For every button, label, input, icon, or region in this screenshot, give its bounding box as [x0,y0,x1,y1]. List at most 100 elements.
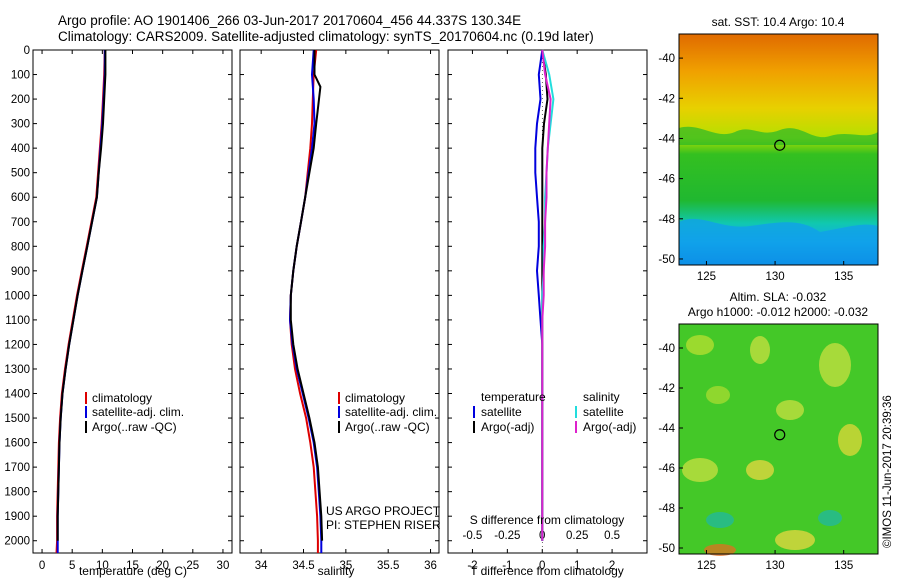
lon-tick-label: 135 [834,271,853,283]
legend-salinity-title: salinity [583,390,620,404]
temperature-legend: climatology satellite-adj. clim. Argo(..… [85,391,184,434]
lon-tick-label: 130 [765,271,784,283]
lat-tick-label: -44 [658,423,675,435]
lon-tick-label: 125 [697,560,716,572]
imos-credit: ©IMOS 11-Jun-2017 20:39:36 [882,395,894,548]
sst-map-panel: sat. SST: 10.4 Argo: 10.4 -40 -42 -44 -46 -4… [658,15,879,283]
argo-location-marker [774,139,786,151]
depth-tick-label: 1900 [4,511,30,523]
temperature-panel: 0100200300400500600700800900100011001200… [4,45,233,578]
lat-tick-label: -40 [658,343,675,355]
depth-tick-label: 1000 [4,290,30,302]
x2-tick-label: 0.25 [566,530,588,542]
depth-tick-label: 1100 [5,315,30,327]
x-tick-label: 35.5 [377,560,399,572]
x-tick-label: 30 [217,560,230,572]
legend-label-sal-satellite: satellite [583,405,624,419]
argo-location-marker [774,429,786,441]
depth-tick-label: 900 [11,266,30,278]
lat-tick-label: -40 [658,53,675,65]
x-tick-label: 15 [126,560,139,572]
sst-cold-patch [679,218,878,265]
legend-label-temp-satellite: satellite [481,405,522,419]
depth-tick-label: 700 [11,217,30,229]
salinity-panel: 34 34.5 35 35.5 36 salinity climatology sate… [239,49,441,578]
project-note-line-1: US ARGO PROJECT [326,504,441,518]
temperature-plot-frame [32,49,233,554]
x2-tick-label: -0.25 [494,530,520,542]
depth-tick-label: 1200 [4,339,30,351]
x-tick-label: 35 [339,560,352,572]
sst-title: sat. SST: 10.4 Argo: 10.4 [712,15,845,29]
salinity-plot-frame [239,49,440,554]
lat-tick-label: -50 [658,543,675,555]
depth-tick-label: 1500 [4,413,30,425]
difference-panel: -2 -1 0 1 2-0.5 -0.25 0 0.25 0.5 T difference fr… [447,49,648,578]
temperature-xlabel: temperature (deg C) [79,564,187,578]
depth-tick-label: 800 [11,241,30,253]
sla-title-2: Argo h1000: -0.012 h2000: -0.032 [688,305,868,319]
depth-tick-label: 600 [11,192,30,204]
x-tick-label: 10 [96,560,109,572]
lat-tick-label: -46 [658,174,675,186]
legend-label-argo: Argo(..raw -QC) [92,420,177,434]
x2-tick-label: -0.5 [463,530,483,542]
legend-label-temp-argo: Argo(-adj) [481,420,534,434]
legend-label-satellite-adj: satellite-adj. clim. [92,405,184,419]
difference-x2label: S difference from climatology [470,513,625,527]
x-tick-label: 1 [574,560,580,572]
difference-legend: temperature salinity satellite Argo(-adj… [473,390,636,434]
x-tick-label: 34.5 [292,560,314,572]
salinity-legend: climatology satellite-adj. clim. Argo(..… [338,391,437,434]
lat-tick-label: -42 [658,93,675,105]
lat-tick-label: -44 [658,133,675,145]
x2-tick-label: 0.5 [604,530,620,542]
x-tick-label: -2 [467,560,477,572]
depth-tick-label: 300 [11,119,30,131]
depth-tick-label: 400 [11,143,30,155]
lon-tick-label: 125 [697,271,716,283]
depth-tick-label: 1800 [4,487,30,499]
x-tick-label: 25 [186,560,199,572]
depth-tick-label: 1600 [4,438,30,450]
difference-xlabel: T difference from climatology [470,564,624,578]
lat-tick-label: -50 [658,254,675,266]
depth-tick-label: 1400 [4,389,30,401]
lat-tick-label: -48 [658,214,675,226]
project-note-line-2: PI: STEPHEN RISER [326,518,441,532]
depth-tick-label: 200 [11,94,30,106]
legend-label-satellite-adj: satellite-adj. clim. [345,405,437,419]
sst-front-patch [679,126,878,145]
depth-tick-label: 0 [24,45,30,57]
sla-frame [678,323,879,555]
x-tick-label: 0 [39,560,45,572]
x-tick-label: 2 [609,560,615,572]
depth-tick-label: 100 [11,70,30,82]
depth-tick-label: 2000 [4,536,30,548]
header-line-2: Climatology: CARS2009. Satellite-adjuste… [58,29,594,44]
salinity-xlabel: salinity [318,564,355,578]
legend-label-argo: Argo(..raw -QC) [345,420,430,434]
depth-tick-label: 1300 [4,364,30,376]
series-line-argo-raw-qc- [289,50,324,541]
header-line-1: Argo profile: AO 1901406_266 03-Jun-2017… [58,13,522,28]
sla-map-panel: Altim. SLA: -0.032 Argo h1000: -0.012 h2… [658,290,879,572]
legend-label-climatology: climatology [92,391,152,405]
legend-temperature-title: temperature [481,390,546,404]
x-tick-label: 34 [255,560,268,572]
lat-tick-label: -46 [658,463,675,475]
depth-tick-label: 500 [11,168,30,180]
sla-title-1: Altim. SLA: -0.032 [730,290,827,304]
lon-tick-label: 130 [765,560,784,572]
x-tick-label: -1 [502,560,512,572]
x-tick-label: 36 [424,560,437,572]
x-tick-label: 20 [156,560,169,572]
x-tick-label: 5 [69,560,75,572]
legend-label-climatology: climatology [345,391,405,405]
difference-plot-frame [447,49,648,554]
lat-tick-label: -48 [658,503,675,515]
legend-label-sal-argo: Argo(-adj) [583,420,636,434]
x-tick-label: 0 [539,560,545,572]
series-line-argo-raw-qc- [56,50,107,541]
